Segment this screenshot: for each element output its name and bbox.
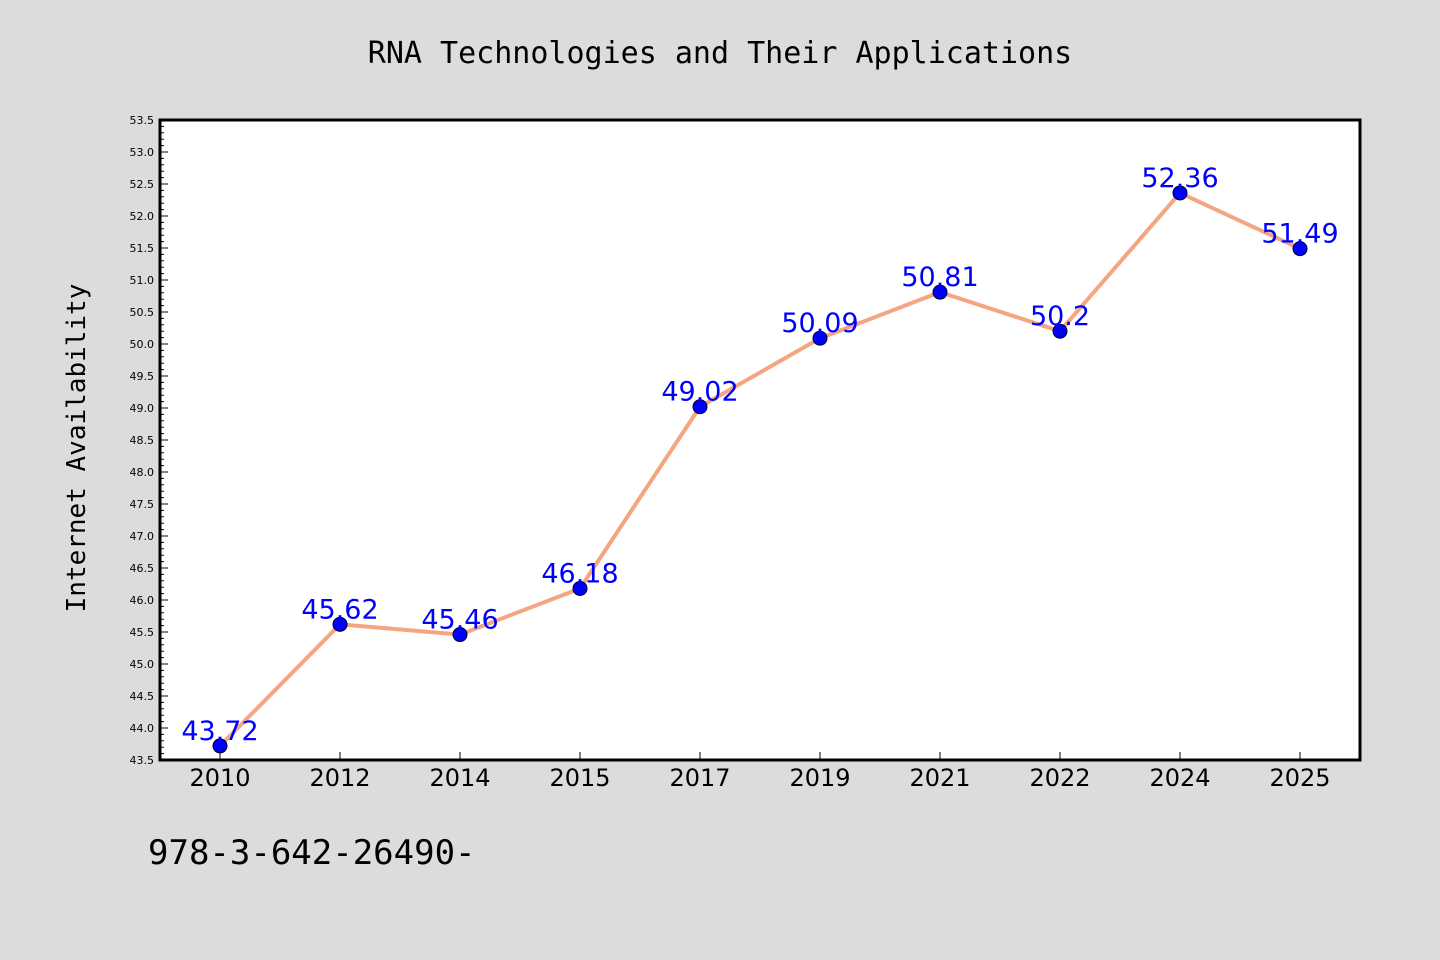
y-tick-label: 50.5 <box>130 306 155 319</box>
data-point-marker <box>812 330 828 346</box>
plot-frame <box>158 118 1362 762</box>
x-tick-label: 2025 <box>1269 764 1330 792</box>
y-tick-label: 53.5 <box>130 114 155 127</box>
x-tick-label: 2019 <box>789 764 850 792</box>
data-label: 51.49 <box>1261 219 1338 250</box>
data-point-marker <box>1052 323 1068 339</box>
data-label: 50.09 <box>781 308 858 339</box>
y-tick-label: 46.5 <box>130 562 155 575</box>
data-label: 45.62 <box>301 594 378 625</box>
chart-title: RNA Technologies and Their Applications <box>368 36 1072 71</box>
y-tick-label: 53.0 <box>130 146 155 159</box>
y-tick-label: 51.5 <box>130 242 155 255</box>
y-tick-label: 47.5 <box>130 498 155 511</box>
x-tick-label: 2010 <box>189 764 250 792</box>
data-label: 49.02 <box>661 377 738 408</box>
y-tick-label: 43.5 <box>130 754 155 767</box>
series-group: 43.72 45.62 45.46 46.18 49.02 50.09 50.81 50.2 5… <box>181 163 1339 754</box>
y-tick-label: 51.0 <box>130 274 155 287</box>
y-tick-label: 45.5 <box>130 626 155 639</box>
x-tick-label: 2024 <box>1149 764 1210 792</box>
x-tick-label: 2012 <box>309 764 370 792</box>
y-tick-label: 52.5 <box>130 178 155 191</box>
x-tick-label: 2022 <box>1029 764 1090 792</box>
y-tick-label: 49.0 <box>130 402 155 415</box>
data-point-marker <box>692 399 708 415</box>
x-tick-label: 2014 <box>429 764 490 792</box>
data-label: 50.81 <box>901 262 978 293</box>
y-axis-label: Internet Availability <box>62 284 92 613</box>
y-tick-label: 46.0 <box>130 594 155 607</box>
data-point-marker <box>332 616 348 632</box>
y-axis: 43.5 44.0 44.5 45.0 45.5 46.0 46.5 47.0 47.5 48.0… <box>130 114 168 767</box>
data-point-marker <box>452 627 468 643</box>
y-tick-label: 47.0 <box>130 530 155 543</box>
y-tick-label: 45.0 <box>130 658 155 671</box>
y-tick-label: 48.0 <box>130 466 155 479</box>
footer-text: 978-3-642-26490- <box>148 833 476 873</box>
data-label: 52.36 <box>1141 163 1218 194</box>
series-line <box>218 190 1301 748</box>
y-tick-label: 48.5 <box>130 434 155 447</box>
data-label: 46.18 <box>541 558 618 589</box>
x-tick-label: 2017 <box>669 764 730 792</box>
data-label: 43.72 <box>181 716 258 747</box>
data-point-marker <box>212 738 228 754</box>
x-axis: 2010 2012 2014 2015 2017 2019 2021 2022 2024 2025 <box>189 752 1331 792</box>
y-tick-label: 49.5 <box>130 370 155 383</box>
y-tick-label: 50.0 <box>130 338 155 351</box>
y-tick-label: 44.0 <box>130 722 155 735</box>
x-tick-label: 2015 <box>549 764 610 792</box>
data-point-marker <box>932 284 948 300</box>
x-tick-label: 2021 <box>909 764 970 792</box>
data-label: 45.46 <box>421 605 498 636</box>
y-tick-label: 44.5 <box>130 690 155 703</box>
y-tick-label: 52.0 <box>130 210 155 223</box>
data-point-marker <box>1172 185 1188 201</box>
plot-area <box>160 120 1360 760</box>
data-label: 50.2 <box>1030 301 1090 332</box>
data-point-marker <box>572 580 588 596</box>
data-point-marker <box>1292 241 1308 257</box>
